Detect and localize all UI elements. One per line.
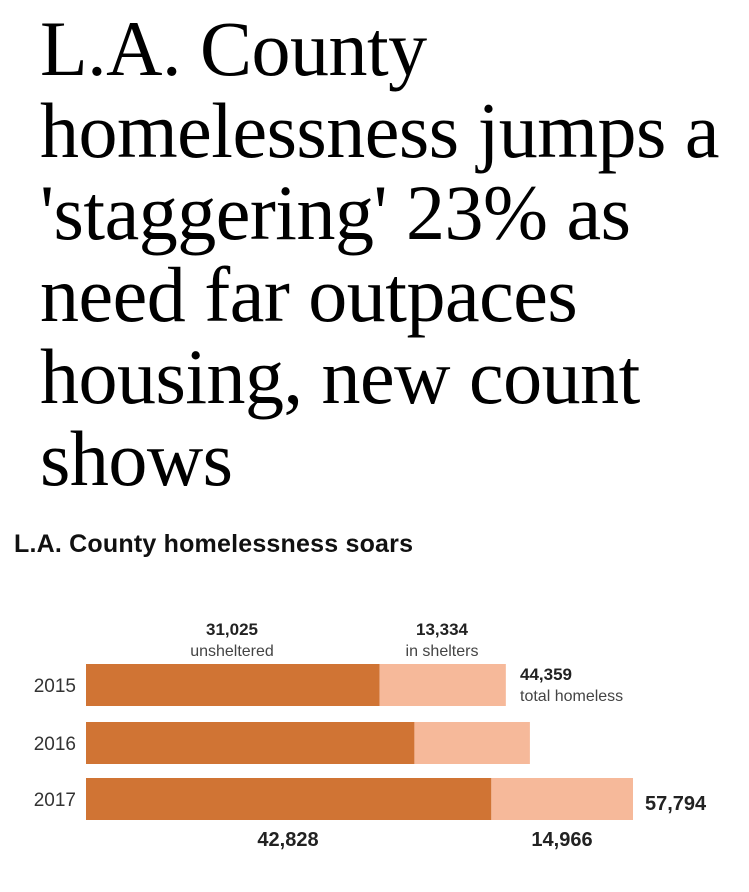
top-sheltered-value: 13,334 [416, 620, 469, 639]
bar-2016-in-shelters [414, 722, 530, 764]
year-label-2017: 2017 [34, 790, 76, 811]
year-label-2016: 2016 [34, 734, 76, 755]
top-unsheltered-value: 31,025 [206, 620, 258, 639]
bar-2015-unsheltered [86, 664, 380, 706]
bar-2016-unsheltered [86, 722, 415, 764]
bottom-unsheltered-value: 42,828 [257, 829, 318, 851]
total-2015-value: 44,359 [520, 665, 572, 684]
top-unsheltered-label: unsheltered [190, 643, 274, 660]
chart-title: L.A. County homelessness soars [14, 530, 414, 558]
bar-2017-in-shelters [491, 778, 633, 820]
year-label-2015: 2015 [34, 676, 76, 697]
top-sheltered-label: in shelters [406, 643, 479, 660]
bottom-sheltered-value: 14,966 [531, 829, 592, 851]
total-2017-value: 57,794 [645, 793, 707, 815]
total-2015-label: total homeless [520, 688, 623, 705]
bar-2017-unsheltered [86, 778, 492, 820]
article-headline: L.A. County homelessness jumps a 'stagge… [40, 5, 719, 502]
stacked-bar-chart: 2015 2016 2017 31,025 unsheltered 13,334 i… [34, 620, 707, 851]
bar-2015-in-shelters [379, 664, 506, 706]
